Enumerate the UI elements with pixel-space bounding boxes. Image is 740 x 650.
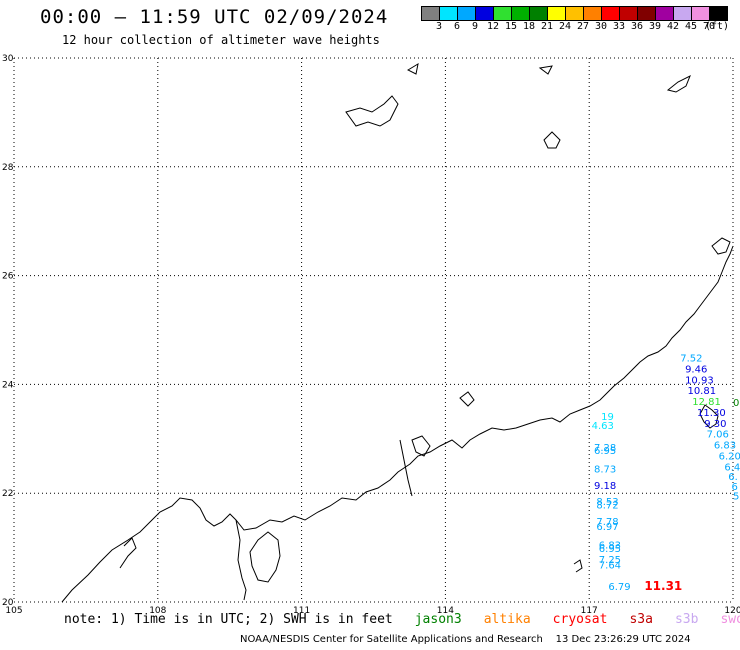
wave-height-label: 5 (733, 492, 739, 503)
vietnam-coastline (236, 520, 246, 600)
wave-height-label: 6.83 (714, 441, 736, 452)
satellite-legend-item: jason3 (415, 612, 462, 627)
island-outline (120, 538, 136, 568)
wave-height-label: 7.52 (680, 354, 702, 365)
wave-height-label: 6.95 (594, 446, 616, 457)
lake-outline (346, 96, 398, 126)
lake-outline (408, 64, 418, 74)
footer-note-text: note: 1) Time is in UTC; 2) SWH is in fe… (64, 612, 393, 627)
map-grid (14, 58, 733, 602)
credit-text: NOAA/NESDIS Center for Satellite Applica… (240, 634, 543, 645)
island-outline (574, 560, 582, 572)
lake-outline (544, 132, 560, 148)
lat-tick-label: 22 (2, 489, 13, 499)
lat-tick-label: 26 (2, 272, 14, 282)
wave-height-label: 11.30 (697, 408, 726, 419)
wave-height-label: 7.06 (707, 430, 729, 441)
satellite-legend-item: cryosat (553, 612, 608, 627)
wave-height-label: 4.63 (592, 421, 614, 432)
wave-height-label: 6.79 (608, 582, 630, 593)
satellite-legend-item: s3b (675, 612, 698, 627)
lake-outline (540, 66, 552, 74)
lat-tick-label: 20 (2, 598, 14, 608)
wave-height-label: 9.30 (704, 419, 726, 430)
coastline (62, 64, 733, 602)
hainan-coastline (250, 532, 280, 582)
lat-tick-label: 28 (2, 163, 14, 173)
wave-height-label: 10.81 (687, 386, 716, 397)
wave-height-label: 9.18 (594, 481, 616, 492)
wave-height-label: 9.46 (685, 364, 707, 375)
wave-height-label: 6.95 (599, 544, 621, 555)
wave-height-label: 0 (733, 398, 739, 409)
wave-height-label: 10.93 (685, 375, 714, 386)
footer-note: note: 1) Time is in UTC; 2) SWH is in fe… (64, 612, 740, 627)
lake-outline (668, 76, 690, 92)
wave-height-label: 6.20 (719, 451, 740, 462)
wave-height-label: 11.31 (644, 579, 682, 593)
river-outline (400, 440, 412, 496)
island-outline (460, 392, 474, 406)
satellite-legend-item: altika (484, 612, 531, 627)
china-coastline (62, 246, 733, 602)
wave-height-label: 6.97 (596, 522, 618, 533)
satellite-legend-item: swot (720, 612, 740, 627)
credit-line: NOAA/NESDIS Center for Satellite Applica… (240, 634, 691, 645)
island-outline (712, 238, 730, 254)
lat-tick-label: 30 (2, 54, 14, 64)
wave-height-label: 8.73 (594, 465, 616, 476)
generated-timestamp: 13 Dec 23:26:29 UTC 2024 (556, 634, 691, 645)
wave-height-label: 12.81 (692, 397, 721, 408)
wave-height-label: 7.64 (599, 560, 621, 571)
satellite-legend: jason3 altika cryosat s3a s3b swot (393, 612, 740, 627)
satellite-legend-item: s3a (629, 612, 652, 627)
lat-tick-label: 24 (2, 380, 14, 390)
wave-observations: 7.529.4610.9310.8112.8111.309.307.066.83… (592, 354, 740, 593)
wave-height-label: 8.72 (596, 500, 618, 511)
